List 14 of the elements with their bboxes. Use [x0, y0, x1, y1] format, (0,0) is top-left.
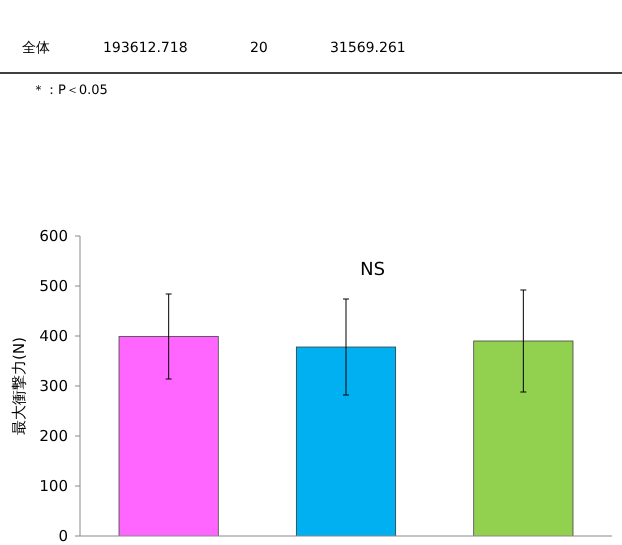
- annotation: NS: [360, 259, 386, 280]
- y-tick-label: 300: [39, 377, 68, 395]
- y-axis-title: 最大衝撃力(N): [10, 337, 28, 435]
- text: ＊：P＜0.05: [32, 83, 108, 98]
- y-tick-label: 0: [58, 527, 68, 545]
- text: 31569.261: [330, 40, 406, 56]
- y-tick-label: 100: [39, 477, 68, 495]
- text: 20: [250, 40, 268, 56]
- y-tick-label: 600: [39, 227, 68, 245]
- text: 全体: [22, 40, 50, 56]
- y-tick-label: 500: [39, 277, 68, 295]
- y-tick-label: 200: [39, 427, 68, 445]
- text: 193612.718: [103, 40, 188, 56]
- y-tick-label: 400: [39, 327, 68, 345]
